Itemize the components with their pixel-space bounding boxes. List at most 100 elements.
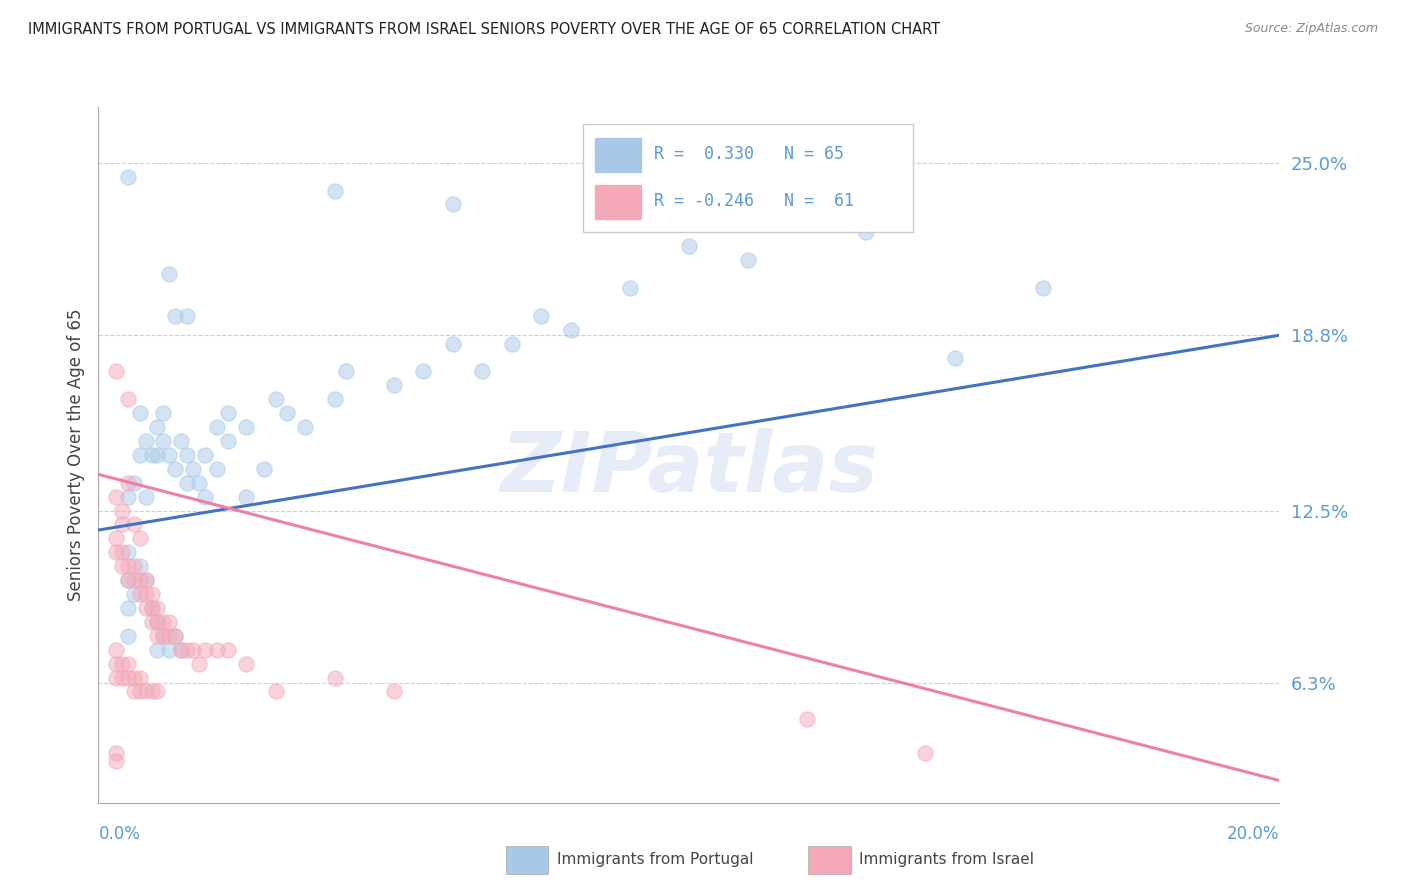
Point bbox=[205, 420, 228, 434]
Point bbox=[152, 434, 174, 448]
Point bbox=[146, 448, 169, 462]
Point bbox=[105, 364, 128, 378]
Text: Immigrants from Portugal: Immigrants from Portugal bbox=[557, 853, 754, 867]
Point bbox=[170, 642, 193, 657]
Point bbox=[170, 642, 193, 657]
Point bbox=[135, 601, 157, 615]
Point bbox=[323, 392, 346, 407]
Point bbox=[128, 573, 150, 587]
Point bbox=[217, 642, 239, 657]
Point bbox=[205, 642, 228, 657]
Text: R =  0.330   N = 65: R = 0.330 N = 65 bbox=[654, 145, 844, 163]
FancyBboxPatch shape bbox=[582, 124, 914, 232]
Point bbox=[157, 448, 180, 462]
Point bbox=[796, 712, 818, 726]
Point bbox=[105, 490, 128, 504]
Point bbox=[1032, 281, 1054, 295]
Point bbox=[943, 351, 966, 365]
Point bbox=[122, 573, 145, 587]
Point bbox=[152, 406, 174, 420]
Point bbox=[276, 406, 298, 420]
Point bbox=[323, 184, 346, 198]
Point bbox=[105, 657, 128, 671]
Text: Immigrants from Israel: Immigrants from Israel bbox=[859, 853, 1033, 867]
Point bbox=[294, 420, 316, 434]
Point bbox=[122, 559, 145, 574]
Point bbox=[165, 629, 187, 643]
Point bbox=[152, 629, 174, 643]
Point bbox=[530, 309, 553, 323]
Point bbox=[737, 253, 759, 268]
Point bbox=[323, 671, 346, 685]
Point bbox=[619, 281, 641, 295]
Point bbox=[264, 684, 287, 698]
Point bbox=[501, 336, 523, 351]
Point bbox=[235, 657, 257, 671]
Point bbox=[111, 671, 134, 685]
Point bbox=[217, 434, 239, 448]
Point bbox=[117, 573, 139, 587]
Point bbox=[141, 448, 163, 462]
Point bbox=[217, 406, 239, 420]
Point bbox=[111, 503, 134, 517]
Point bbox=[128, 448, 150, 462]
Point bbox=[128, 671, 150, 685]
Point bbox=[128, 587, 150, 601]
FancyBboxPatch shape bbox=[595, 184, 641, 219]
Point bbox=[146, 629, 169, 643]
Point bbox=[105, 642, 128, 657]
Point bbox=[135, 490, 157, 504]
Point bbox=[187, 657, 209, 671]
Point bbox=[122, 684, 145, 698]
Point bbox=[146, 642, 169, 657]
Point bbox=[117, 475, 139, 490]
Point bbox=[152, 629, 174, 643]
Point bbox=[146, 615, 169, 629]
Point bbox=[194, 490, 217, 504]
Point bbox=[181, 462, 204, 476]
Point bbox=[135, 684, 157, 698]
Point bbox=[122, 517, 145, 532]
Point bbox=[165, 462, 187, 476]
Point bbox=[128, 559, 150, 574]
Point bbox=[412, 364, 434, 378]
Point bbox=[382, 378, 405, 392]
Point bbox=[235, 490, 257, 504]
Point bbox=[194, 642, 217, 657]
FancyBboxPatch shape bbox=[595, 137, 641, 173]
Text: IMMIGRANTS FROM PORTUGAL VS IMMIGRANTS FROM ISRAEL SENIORS POVERTY OVER THE AGE : IMMIGRANTS FROM PORTUGAL VS IMMIGRANTS F… bbox=[28, 22, 941, 37]
Point bbox=[170, 434, 193, 448]
Point bbox=[135, 573, 157, 587]
Point bbox=[235, 420, 257, 434]
Y-axis label: Seniors Poverty Over the Age of 65: Seniors Poverty Over the Age of 65 bbox=[66, 309, 84, 601]
Text: 0.0%: 0.0% bbox=[98, 825, 141, 843]
Point bbox=[128, 532, 150, 546]
Point bbox=[176, 475, 198, 490]
Point bbox=[441, 197, 464, 211]
Point bbox=[111, 517, 134, 532]
Point bbox=[382, 684, 405, 698]
Point bbox=[157, 615, 180, 629]
Point bbox=[117, 629, 139, 643]
Point bbox=[146, 601, 169, 615]
Point bbox=[117, 573, 139, 587]
Point bbox=[122, 671, 145, 685]
Point bbox=[157, 629, 180, 643]
Point bbox=[141, 615, 163, 629]
Point bbox=[111, 545, 134, 559]
Text: Source: ZipAtlas.com: Source: ZipAtlas.com bbox=[1244, 22, 1378, 36]
Point bbox=[176, 309, 198, 323]
Point bbox=[105, 671, 128, 685]
Point bbox=[117, 169, 139, 184]
Point bbox=[914, 746, 936, 760]
Point bbox=[135, 587, 157, 601]
Point bbox=[335, 364, 357, 378]
Point bbox=[152, 615, 174, 629]
Point bbox=[128, 406, 150, 420]
Point bbox=[117, 559, 139, 574]
Point bbox=[111, 559, 134, 574]
Point bbox=[181, 642, 204, 657]
Point bbox=[187, 475, 209, 490]
Point bbox=[105, 545, 128, 559]
Point bbox=[111, 657, 134, 671]
